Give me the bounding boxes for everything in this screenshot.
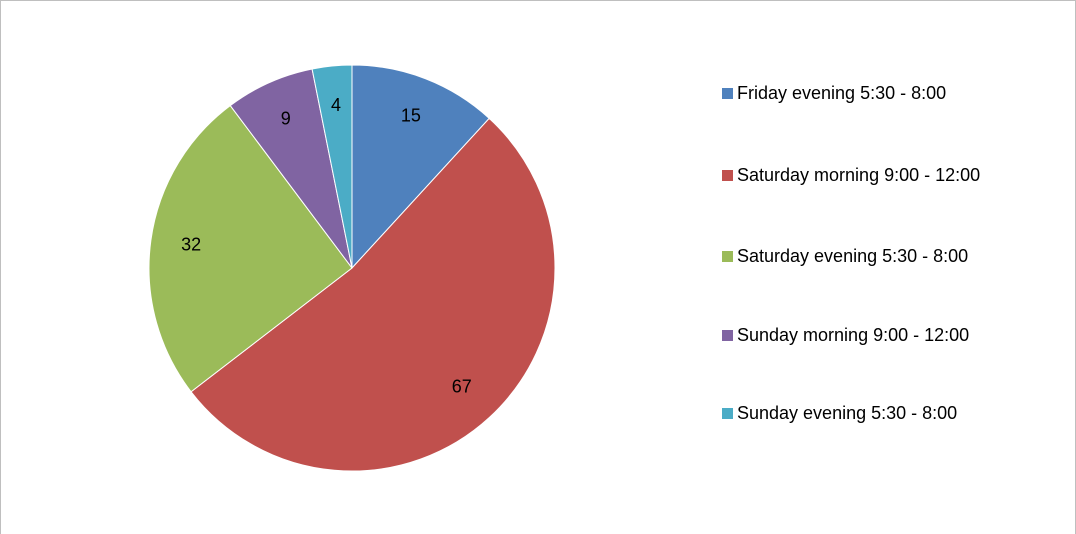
pie-slice	[351, 64, 490, 270]
legend-swatch	[722, 170, 733, 181]
legend-entry: Saturday evening 5:30 - 8:00	[722, 241, 1052, 271]
data-label: 15	[401, 105, 421, 125]
legend-entry: Sunday morning 9:00 - 12:00	[722, 320, 1052, 350]
legend-label: Sunday morning 9:00 - 12:00	[737, 325, 970, 345]
legend-entry: Friday evening 5:30 - 8:00	[722, 78, 1052, 108]
legend-entry: Saturday morning 9:00 - 12:00	[722, 160, 1052, 190]
legend-swatch	[722, 330, 733, 341]
legend-swatch	[722, 408, 733, 419]
legend-label: Friday evening 5:30 - 8:00	[737, 83, 947, 103]
data-label: 4	[331, 95, 341, 115]
legend-label: Saturday evening 5:30 - 8:00	[737, 246, 969, 266]
legend-label: Saturday morning 9:00 - 12:00	[737, 165, 981, 185]
data-label: 32	[181, 235, 201, 255]
legend-label: Sunday evening 5:30 - 8:00	[737, 403, 958, 423]
pie-slice	[148, 104, 353, 393]
legend-swatch	[722, 88, 733, 99]
legend-swatch	[722, 251, 733, 262]
data-label: 9	[281, 108, 291, 128]
pie-slice	[311, 64, 353, 269]
legend-entry: Sunday evening 5:30 - 8:00	[722, 398, 1052, 428]
pie-slice	[190, 117, 556, 472]
data-label: 67	[452, 376, 472, 396]
